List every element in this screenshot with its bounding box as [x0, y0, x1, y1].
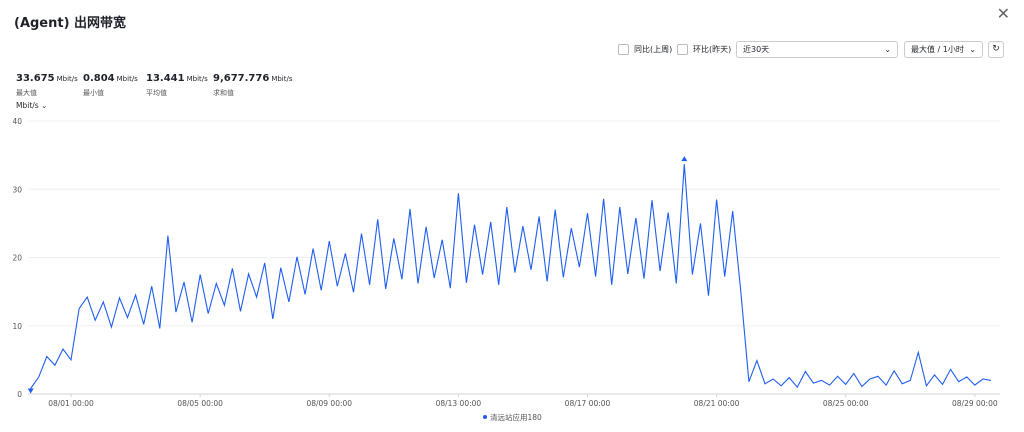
- x-tick-label: 08/13 00:00: [436, 399, 482, 408]
- y-tick-label: 40: [12, 117, 22, 126]
- y-tick-label: 30: [12, 185, 22, 194]
- stat-value: 13.441: [146, 73, 185, 84]
- stat-value: 33.675: [16, 73, 55, 84]
- stat: 9,677.776 Mbit/s 求和值: [213, 66, 293, 98]
- mom-checkbox[interactable]: 环比(昨天): [677, 44, 731, 55]
- x-tick-label: 08/21 00:00: [694, 399, 740, 408]
- series-line: [30, 164, 992, 389]
- unit-label: Mbit/s: [16, 101, 39, 110]
- x-tick-label: 08/05 00:00: [177, 399, 223, 408]
- x-tick-label: 08/29 00:00: [952, 399, 998, 408]
- stat: 0.804 Mbit/s 最小值: [83, 66, 138, 98]
- unit-select[interactable]: Mbit/s ⌄: [16, 101, 48, 110]
- mom-label: 环比(昨天): [693, 45, 732, 54]
- title: (Agent) 出网带宽: [14, 16, 127, 31]
- yoy-label: 同比(上周): [634, 45, 673, 54]
- y-tick-label: 10: [12, 322, 22, 331]
- stat: 13.441 Mbit/s 平均值: [146, 66, 208, 98]
- x-tick-label: 08/01 00:00: [48, 399, 94, 408]
- stat-unit: Mbit/s: [271, 75, 293, 83]
- range-label: 近30天: [743, 45, 770, 54]
- x-tick-label: 08/09 00:00: [306, 399, 352, 408]
- stat-unit: Mbit/s: [186, 75, 208, 83]
- stat-unit: Mbit/s: [56, 75, 78, 83]
- legend-label: 清远站应用180: [490, 412, 542, 422]
- range-select[interactable]: 近30天 ⌄: [736, 41, 898, 58]
- stat-label: 求和值: [213, 89, 234, 97]
- y-tick-label: 20: [12, 254, 22, 263]
- stat-value: 0.804: [83, 73, 115, 84]
- agg-label: 最大值 / 1小时: [911, 45, 964, 54]
- x-tick-label: 08/17 00:00: [565, 399, 611, 408]
- max-marker: [681, 156, 688, 162]
- yoy-checkbox[interactable]: 同比(上周): [618, 44, 672, 55]
- stat-value: 9,677.776: [213, 73, 270, 84]
- stat-label: 平均值: [146, 89, 167, 97]
- x-tick-label: 08/25 00:00: [823, 399, 869, 408]
- legend-marker: [483, 415, 487, 419]
- y-tick-label: 0: [17, 390, 22, 399]
- refresh-button[interactable]: ↻: [988, 41, 1004, 58]
- agg-select[interactable]: 最大值 / 1小时 ⌄: [904, 41, 983, 58]
- close-button[interactable]: ✕: [996, 4, 1010, 23]
- stat-label: 最小值: [83, 89, 104, 97]
- min-marker: [27, 388, 34, 394]
- stat-unit: Mbit/s: [116, 75, 138, 83]
- stat: 33.675 Mbit/s 最大值: [16, 66, 78, 98]
- stat-label: 最大值: [16, 89, 37, 97]
